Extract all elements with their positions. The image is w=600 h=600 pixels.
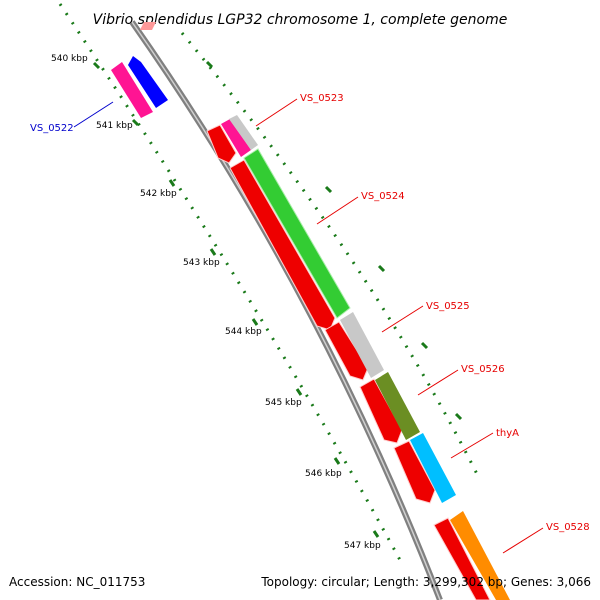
leader-line — [316, 196, 359, 225]
forward-strand-genes — [221, 115, 510, 600]
cds-feature — [359, 378, 403, 444]
gene-feature-olive — [375, 372, 420, 440]
major-tick — [372, 530, 380, 538]
major-tick — [131, 118, 140, 127]
gene-label-vs-0523: VS_0523 — [300, 93, 344, 104]
gene-feature-orange — [450, 511, 510, 600]
reverse-strand-genes — [140, 22, 491, 600]
tick-label: 542 kbp — [140, 189, 177, 199]
cds-feature — [433, 517, 491, 600]
gene-label-vs-0526: VS_0526 — [461, 364, 505, 375]
tick-labels: 540 kbp 541 kbp 542 kbp 543 kbp 544 kbp … — [51, 54, 381, 551]
gene-feature-cyan — [410, 433, 456, 503]
cds-feature — [140, 22, 156, 30]
gene-feature-grey — [340, 312, 384, 378]
gene-label-vs-0524: VS_0524 — [361, 191, 405, 202]
major-tick — [454, 412, 463, 421]
chromosome-backbone — [129, 20, 443, 600]
major-tick — [168, 179, 176, 187]
cds-feature — [324, 321, 369, 381]
major-tick — [92, 61, 101, 70]
tick-label: 543 kbp — [183, 258, 220, 268]
gene-feature-grey — [229, 115, 258, 150]
major-tick — [295, 388, 303, 396]
leader-line — [450, 432, 494, 459]
major-tick — [333, 457, 341, 465]
topology-summary-text: Topology: circular; Length: 3,299,302 bp… — [260, 575, 591, 589]
label-leaders — [73, 98, 544, 554]
major-tick — [209, 248, 217, 256]
gene-label-vs-0525: VS_0525 — [426, 301, 470, 312]
tick-label: 540 kbp — [51, 54, 88, 64]
major-ticks — [92, 60, 463, 538]
inner-tick-track — [58, 3, 402, 561]
gene-feature-green — [243, 148, 351, 319]
cds-feature — [393, 440, 436, 504]
tick-label: 544 kbp — [225, 327, 262, 337]
leader-line — [255, 98, 298, 127]
tick-label: 545 kbp — [265, 398, 302, 408]
major-tick — [205, 60, 214, 69]
gene-labels: VS_0522 VS_0523 VS_0524 VS_0525 VS_0526 … — [30, 93, 590, 533]
major-tick — [420, 341, 429, 350]
leader-line — [502, 527, 544, 554]
gene-feature-blue — [128, 56, 168, 108]
cds-feature — [229, 159, 336, 331]
leader-line — [417, 369, 459, 396]
gene-label-vs-0522: VS_0522 — [30, 123, 74, 134]
major-tick — [377, 264, 386, 273]
map-title: Vibrio splendidus LGP32 chromosome 1, co… — [93, 12, 508, 28]
tick-label: 546 kbp — [305, 469, 342, 479]
tick-label: 547 kbp — [344, 541, 381, 551]
tick-label: 541 kbp — [96, 121, 133, 131]
gene-feature-magenta — [221, 119, 251, 157]
leader-line — [73, 101, 114, 128]
accession-text: Accession: NC_011753 — [9, 575, 145, 589]
gene-label-thya: thyA — [496, 428, 519, 439]
major-tick — [251, 318, 259, 326]
major-tick — [324, 185, 333, 194]
cds-feature — [206, 124, 237, 164]
gene-feature-magenta — [111, 62, 153, 118]
gene-label-vs-0528: VS_0528 — [546, 522, 590, 533]
leader-line — [381, 305, 424, 333]
upstream-gene-pair — [111, 56, 168, 118]
chromosome-backbone-highlight — [131, 21, 441, 600]
